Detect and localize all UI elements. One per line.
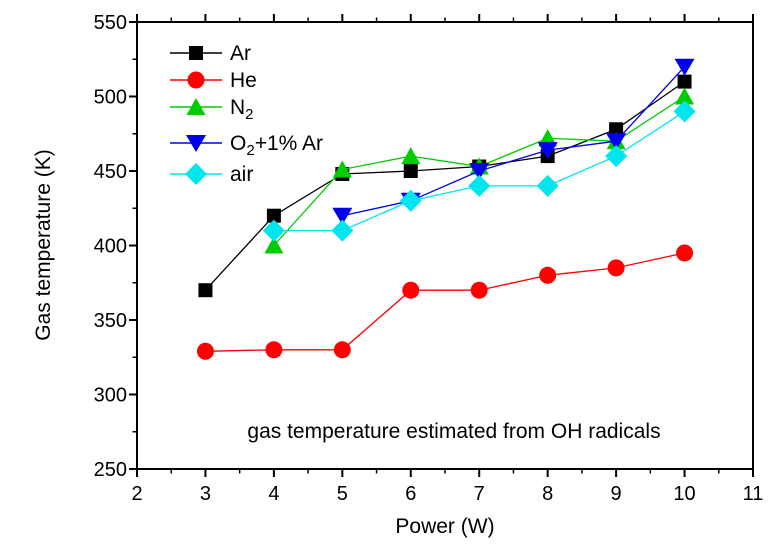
legend-marker-He <box>187 71 205 89</box>
legend-marker-N2 <box>186 98 206 115</box>
data-point-O2+1% Ar <box>469 163 490 180</box>
legend-entry-He: He <box>170 69 257 92</box>
legend-label-O2+1% Ar: O2+1% Ar <box>230 132 323 159</box>
data-point-Ar <box>266 208 281 223</box>
x-tick-label: 11 <box>743 483 764 505</box>
data-point-O2+1% Ar <box>537 142 558 160</box>
series-air <box>262 100 696 242</box>
data-point-He <box>676 244 694 262</box>
data-point-air <box>536 174 559 197</box>
data-point-N2 <box>401 147 421 165</box>
x-tick-label: 3 <box>200 483 211 505</box>
data-point-air <box>673 100 696 123</box>
data-point-He <box>265 341 283 359</box>
y-tick-label: 500 <box>94 87 127 109</box>
y-axis-title: Gas temperature (K) <box>32 149 55 340</box>
legend-label-N2: N2 <box>230 96 254 123</box>
annotation-text: gas temperature estimated from OH radica… <box>247 420 660 443</box>
series-O2+1% Ar <box>332 58 695 225</box>
legend-entry-N2: N2 <box>170 96 254 123</box>
x-tick-label: 10 <box>673 483 695 505</box>
series-He <box>196 244 694 360</box>
legend-marker-O2+1% Ar <box>186 135 206 152</box>
data-point-He <box>470 281 488 299</box>
data-point-N2 <box>538 129 558 147</box>
x-tick-label: 6 <box>405 483 416 505</box>
data-point-Ar <box>403 164 418 178</box>
data-point-air <box>399 189 422 212</box>
x-axis-title: Power (W) <box>395 515 494 538</box>
data-point-He <box>333 341 351 359</box>
legend-label-Ar: Ar <box>230 42 251 65</box>
x-tick-label: 8 <box>542 483 553 505</box>
y-tick-label: 350 <box>94 310 127 332</box>
legend-entry-air: air <box>170 163 253 186</box>
data-point-Ar <box>609 122 624 137</box>
data-point-air <box>262 219 285 242</box>
y-axis-ticks: 250 300 350 400 450 500 550 <box>94 12 137 481</box>
legend-entry-Ar: Ar <box>170 42 251 65</box>
data-point-air <box>468 174 491 197</box>
data-point-He <box>607 259 625 277</box>
data-point-Ar <box>198 283 213 298</box>
x-axis-ticks: 2 3 4 5 6 7 8 9 10 11 <box>131 14 763 505</box>
legend-marker-Ar <box>189 46 203 60</box>
x-tick-label: 2 <box>131 483 142 505</box>
y-tick-label: 400 <box>94 236 127 258</box>
x-tick-label: 7 <box>474 483 485 505</box>
legend: Ar He N2 O2+1% Ar air <box>170 42 323 186</box>
y-tick-label: 250 <box>94 459 127 481</box>
data-point-air <box>331 219 354 242</box>
series-line-He <box>205 252 685 352</box>
data-point-O2+1% Ar <box>332 207 353 225</box>
data-point-N2 <box>675 87 695 105</box>
data-point-N2 <box>332 160 352 178</box>
y-tick-label: 550 <box>94 12 127 34</box>
series-line-Ar <box>204 81 685 291</box>
y-tick-label: 300 <box>94 385 127 407</box>
data-point-Ar <box>677 74 692 89</box>
series-line-O2+1% Ar <box>342 66 686 217</box>
data-point-O2+1% Ar <box>606 133 627 151</box>
data-point-air <box>605 145 628 168</box>
legend-label-air: air <box>230 163 253 186</box>
y-tick-label: 450 <box>94 161 127 183</box>
data-point-He <box>539 266 557 284</box>
x-tick-label: 9 <box>611 483 622 505</box>
legend-label-He: He <box>230 69 257 92</box>
legend-entry-O2+1% Ar: O2+1% Ar <box>170 132 323 159</box>
data-point-N2 <box>264 236 284 254</box>
data-point-He <box>196 342 214 360</box>
x-tick-label: 5 <box>337 483 348 505</box>
data-point-He <box>402 281 420 299</box>
legend-marker-air <box>185 163 207 185</box>
data-point-O2+1% Ar <box>674 58 695 76</box>
x-tick-label: 4 <box>268 483 279 505</box>
